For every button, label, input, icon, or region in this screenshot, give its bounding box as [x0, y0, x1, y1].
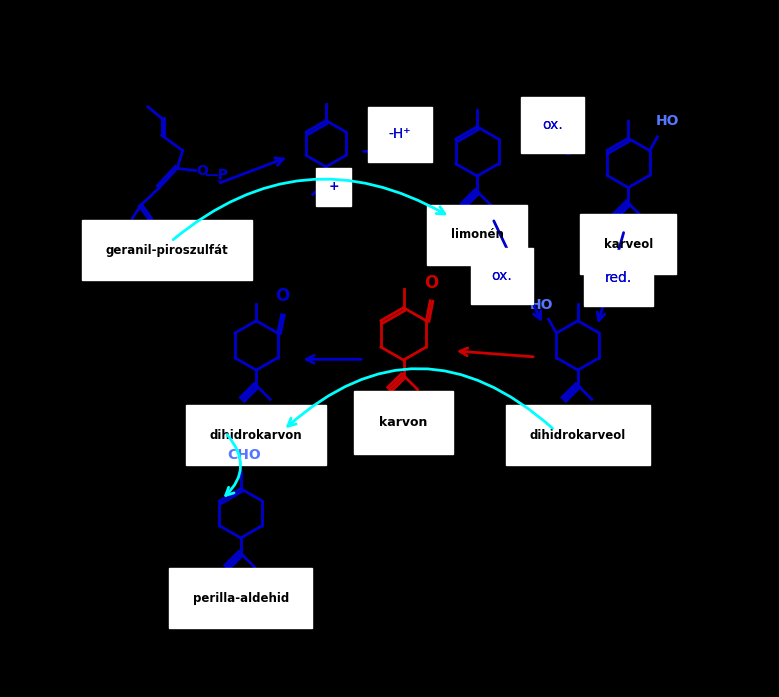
Text: geranil-piroszulfát: geranil-piroszulfát [106, 244, 228, 256]
Text: red.: red. [605, 270, 632, 284]
Text: perilla-aldehid: perilla-aldehid [192, 592, 289, 605]
Text: limonén: limonén [451, 229, 503, 241]
Text: dihidrokarveol: dihidrokarveol [530, 429, 626, 442]
Text: karveol: karveol [604, 238, 653, 251]
Text: HO: HO [656, 114, 679, 128]
Text: O: O [276, 287, 290, 305]
Text: ox.: ox. [492, 269, 513, 283]
Text: dihidrokarveol: dihidrokarveol [530, 429, 626, 442]
Text: O: O [424, 273, 439, 291]
Text: perilla-aldehid: perilla-aldehid [192, 592, 289, 605]
FancyArrowPatch shape [173, 179, 445, 240]
Text: +: + [328, 181, 339, 193]
Text: karveol: karveol [604, 238, 653, 251]
Text: O: O [196, 164, 209, 178]
Text: ox.: ox. [542, 118, 562, 132]
Text: ox.: ox. [542, 118, 562, 132]
Text: ₂: ₂ [217, 172, 222, 185]
Text: karvon: karvon [379, 416, 428, 429]
Text: -H⁺: -H⁺ [389, 128, 411, 141]
Text: —P: —P [204, 167, 228, 182]
Text: geranil-piroszulfát: geranil-piroszulfát [106, 244, 228, 256]
Text: red.: red. [605, 270, 632, 284]
Text: HO: HO [529, 298, 553, 312]
Text: dihidrokarvon: dihidrokarvon [210, 429, 302, 442]
FancyArrowPatch shape [287, 369, 552, 428]
FancyArrowPatch shape [226, 434, 241, 496]
Text: karvon: karvon [379, 416, 428, 429]
Text: dihidrokarvon: dihidrokarvon [210, 429, 302, 442]
Text: CHO: CHO [227, 447, 260, 461]
Text: -H⁺: -H⁺ [389, 128, 411, 141]
Text: limonén: limonén [451, 229, 503, 241]
Text: ox.: ox. [492, 269, 513, 283]
